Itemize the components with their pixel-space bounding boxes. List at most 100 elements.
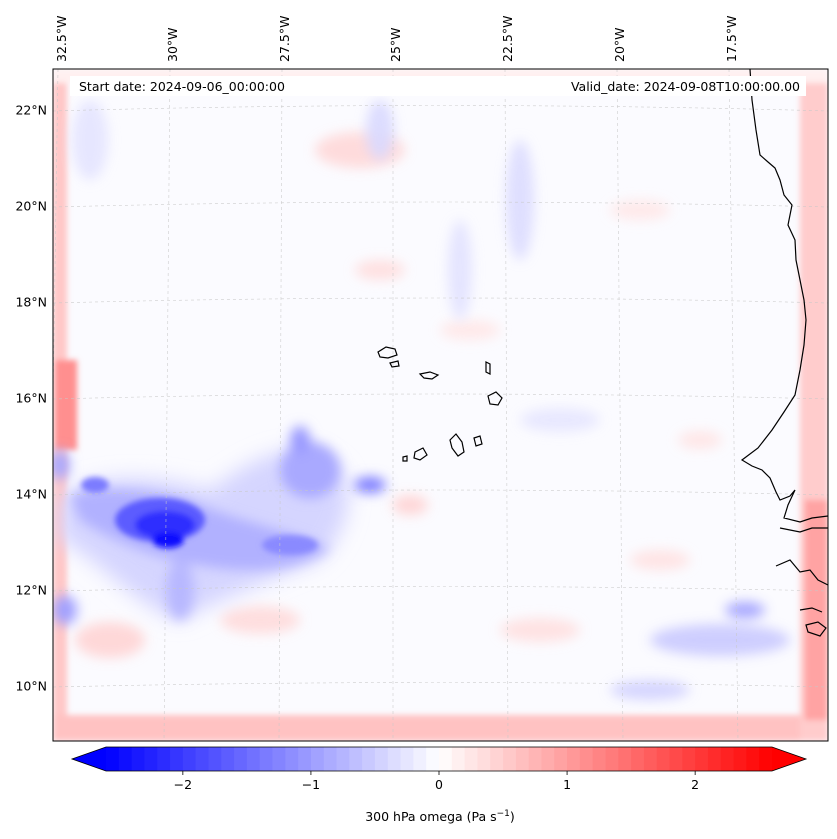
- colorbar-segment: [605, 747, 619, 771]
- gambia-coast: [779, 527, 828, 533]
- colorbar-segment: [221, 747, 235, 771]
- cape-verde-brava: [402, 455, 408, 462]
- colorbar-segment: [451, 747, 466, 771]
- cape-verde-sao-nicolau: [418, 371, 440, 380]
- lon-tick-label: 22.5°W: [500, 16, 515, 62]
- cape-verde-maio: [473, 435, 483, 447]
- colorbar-low-extension: [72, 747, 106, 771]
- colorbar-label-main: 300 hPa omega (Pa s: [365, 809, 496, 824]
- valid-date-label: Valid_date: 2024-09-08T10:00:00.00: [571, 79, 800, 94]
- header-box: [70, 76, 806, 96]
- colorbar: −2 −1 0 1 2 300 hPa omega (Pa s−1): [70, 746, 808, 824]
- lon-tick-label: 20°W: [612, 27, 627, 62]
- colorbar-high-extension: [772, 747, 806, 771]
- cape-verde-santo-antao: [377, 346, 398, 359]
- lon-tick-label: 30°W: [165, 27, 180, 62]
- lat-tick-label: 20°N: [15, 199, 47, 214]
- colorbar-segment: [439, 747, 453, 771]
- lon-tick-label: 25°W: [388, 27, 403, 62]
- colorbar-outline: [70, 746, 808, 772]
- colorbar-label: 300 hPa omega (Pa s−1): [365, 809, 515, 824]
- colorbar-tick-label: −2: [174, 777, 192, 792]
- lon-tick-label: 17.5°W: [724, 16, 739, 62]
- lat-tick-labels: 22°N 20°N 18°N 16°N 14°N 12°N 10°N: [15, 103, 47, 694]
- colorbar-segment: [746, 747, 760, 771]
- colorbar-segments: [106, 747, 773, 771]
- colorbar-segment: [272, 747, 286, 771]
- colorbar-segment: [669, 747, 683, 771]
- colorbar-segment: [208, 747, 222, 771]
- graticule: [53, 69, 828, 741]
- colorbar-segment: [733, 747, 747, 771]
- colorbar-segment: [400, 747, 414, 771]
- colorbar-segment: [349, 747, 363, 771]
- colorbar-segment: [259, 747, 274, 771]
- colorbar-segment: [157, 747, 171, 771]
- colorbar-segment: [144, 747, 158, 771]
- colorbar-segment: [720, 747, 735, 771]
- colorbar-segment: [374, 747, 389, 771]
- colorbar-segment: [285, 747, 299, 771]
- coastlines: [377, 69, 828, 637]
- colorbar-segment: [579, 747, 594, 771]
- colorbar-segment: [554, 747, 568, 771]
- colorbar-segment: [567, 747, 581, 771]
- colorbar-segment: [195, 747, 210, 771]
- colorbar-segment: [106, 747, 120, 771]
- lon-tick-label: 27.5°W: [277, 16, 292, 62]
- colorbar-segment: [515, 747, 530, 771]
- cape-verde-sao-vicente: [389, 360, 400, 368]
- lat-tick-label: 14°N: [15, 487, 47, 502]
- colorbar-tick-label: 0: [435, 777, 443, 792]
- guinea-bissau-coast: [775, 559, 828, 586]
- colorbar-segment: [541, 747, 555, 771]
- lat-tick-label: 18°N: [15, 295, 47, 310]
- colorbar-segment: [464, 747, 479, 771]
- lat-tick-label: 12°N: [15, 583, 47, 598]
- colorbar-tick-label: 2: [691, 777, 699, 792]
- colorbar-segment: [336, 747, 350, 771]
- colorbar-segment: [362, 747, 376, 771]
- colorbar-segment: [695, 747, 709, 771]
- colorbar-label-end: ): [510, 809, 515, 824]
- cape-verde-santiago: [449, 433, 465, 457]
- lat-tick-label: 22°N: [15, 103, 47, 118]
- colorbar-segment: [682, 747, 696, 771]
- cape-verde-fogo: [413, 447, 428, 461]
- colorbar-segment: [656, 747, 671, 771]
- lat-tick-label: 10°N: [15, 679, 47, 694]
- west-africa-coastline: [740, 69, 828, 523]
- colorbar-label-sup: −1: [497, 809, 510, 819]
- colorbar-segment: [759, 747, 773, 771]
- cape-verde-boa-vista: [487, 391, 503, 406]
- lon-tick-labels: 32.5°W 30°W 27.5°W 25°W 22.5°W 20°W 17.5…: [54, 16, 739, 62]
- colorbar-segment: [592, 747, 607, 771]
- colorbar-segment: [528, 747, 543, 771]
- colorbar-segment: [298, 747, 312, 771]
- guinea-islands: [805, 621, 827, 637]
- colorbar-segment: [490, 747, 504, 771]
- start-date-label: Start date: 2024-09-06_00:00:00: [79, 79, 285, 94]
- colorbar-tick-label: −1: [302, 777, 320, 792]
- colorbar-segment: [707, 747, 722, 771]
- colorbar-segment: [631, 747, 645, 771]
- cape-verde-sal: [485, 361, 491, 375]
- colorbar-segment: [323, 747, 338, 771]
- colorbar-segment: [170, 747, 184, 771]
- omega-field: [53, 69, 828, 741]
- lat-tick-label: 16°N: [15, 391, 47, 406]
- plot-frame: [52, 68, 829, 742]
- colorbar-segment: [618, 747, 632, 771]
- colorbar-segment: [182, 747, 197, 771]
- colorbar-segment: [246, 747, 261, 771]
- colorbar-segment: [503, 747, 517, 771]
- negative-patches: [72, 100, 790, 700]
- colorbar-ticks: −2 −1 0 1 2: [174, 771, 699, 792]
- colorbar-segment: [426, 747, 440, 771]
- colorbar-segment: [413, 747, 427, 771]
- colorbar-segment: [310, 747, 325, 771]
- colorbar-segment: [387, 747, 402, 771]
- colorbar-segment: [131, 747, 146, 771]
